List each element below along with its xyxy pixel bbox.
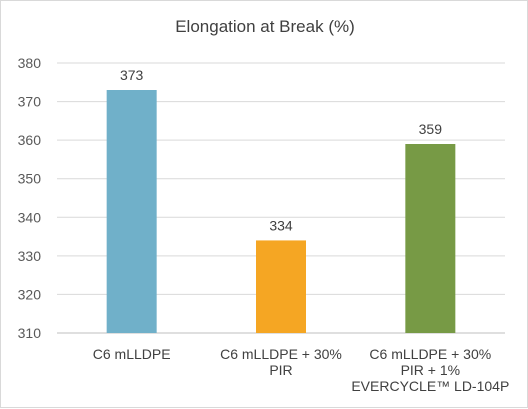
x-tick-label: C6 mLLDPE + 30% [369,346,491,362]
y-tick-label: 320 [18,286,42,302]
y-tick-label: 350 [18,171,42,187]
x-tick-label: EVERCYCLE™ LD-104P [351,378,509,394]
x-tick-label: PIR + 1% [401,362,461,378]
bar [405,144,456,333]
data-label: 359 [419,121,443,137]
y-tick-label: 370 [18,94,42,110]
y-tick-label: 310 [18,325,42,341]
y-tick-label: 340 [18,209,42,225]
y-tick-label: 380 [18,55,42,71]
x-tick-label: C6 mLLDPE [93,346,171,362]
chart-title: Elongation at Break (%) [175,17,355,36]
y-tick-label: 330 [18,248,42,264]
data-label: 334 [269,217,293,233]
y-tick-label: 360 [18,132,42,148]
x-tick-label: C6 mLLDPE + 30% [220,346,342,362]
data-label: 373 [120,67,144,83]
bar [256,240,306,333]
bar [106,90,157,333]
x-tick-label: PIR [269,362,292,378]
